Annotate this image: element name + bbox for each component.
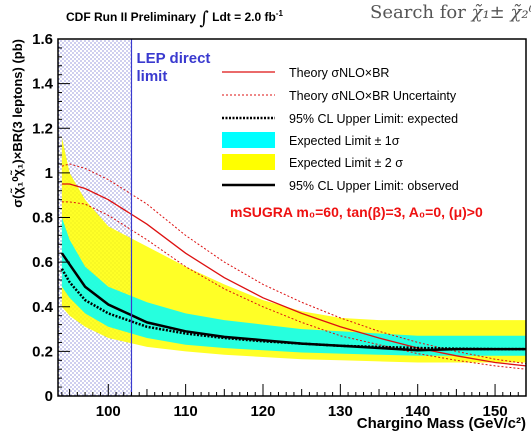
y-tick-label: 0.8	[32, 210, 53, 227]
x-tick-label: 120	[250, 403, 275, 420]
y-tick-label: 0	[45, 388, 53, 405]
experiment-header: CDF Run II Preliminary ∫ Ldt = 2.0 fb-1	[66, 8, 283, 29]
legend-label: Expected Limit ± 2 σ	[289, 156, 403, 170]
legend-observed: 95% CL Upper Limit: observed	[222, 179, 459, 193]
y-tick-label: 1.4	[32, 76, 54, 93]
legend-label: 95% CL Upper Limit: observed	[289, 179, 459, 193]
y-tick-label: 0.4	[32, 299, 54, 316]
y-tick-label: 1.6	[32, 31, 53, 48]
expected-2sigma-band	[61, 137, 526, 363]
y-tick-label: 1.2	[32, 120, 53, 137]
legend-1sigma: Expected Limit ± 1σ	[222, 132, 400, 148]
search-label: Search for	[370, 2, 466, 23]
x-tick-label: 140	[405, 403, 430, 420]
legend-label: 95% CL Upper Limit: expected	[289, 112, 458, 126]
observed-limit-line	[60, 252, 526, 352]
legend-theory-uncertainty: Theory σNLO×BR Uncertainty	[222, 89, 457, 103]
lep-label-line2: limit	[136, 68, 167, 85]
y-tick-label: 0.2	[32, 343, 53, 360]
legend-label: Theory σNLO×BR	[289, 66, 389, 80]
search-title: Search for χ̃₁± χ̃₂⁰	[370, 2, 531, 23]
x-tick-label: 110	[174, 403, 198, 420]
legend-label: Theory σNLO×BR Uncertainty	[289, 89, 457, 103]
x-tick-label: 100	[96, 403, 121, 420]
expected-1sigma-band	[61, 217, 526, 356]
search-symbol: χ̃₁± χ̃₂⁰	[471, 2, 531, 23]
msugra-annotation: mSUGRA m₀=60, tan(β)=3, A₀=0, (μ)>0	[230, 204, 483, 220]
legend-expected: 95% CL Upper Limit: expected	[222, 112, 458, 126]
legend-label: Expected Limit ± 1σ	[289, 134, 400, 148]
theory-uncertainty-lower-line	[61, 201, 526, 370]
x-tick-label: 130	[328, 403, 353, 420]
y-axis-label: σ(χ̃₁⁰χ̃₁)×BR(3 leptons) (pb)	[10, 39, 25, 208]
y-tick-label: 1	[45, 165, 53, 182]
theory-xsec-line	[61, 183, 526, 367]
integral-sign: ∫	[199, 8, 209, 29]
legend-marker	[222, 154, 275, 170]
y-tick-label: 0.6	[32, 254, 53, 271]
x-tick-label: 150	[483, 403, 508, 420]
legend-theory: Theory σNLO×BR	[222, 66, 389, 80]
luminosity-label: Ldt = 2.0 fb	[212, 10, 276, 24]
experiment-label: CDF Run II Preliminary	[66, 10, 197, 24]
lep-label-line1: LEP direct	[136, 50, 210, 67]
legend-marker	[222, 132, 275, 148]
x-axis-label: Chargino Mass (GeV/c²)	[357, 415, 526, 432]
luminosity-unit-sup: -1	[275, 9, 283, 18]
legend-2sigma: Expected Limit ± 2 σ	[222, 154, 403, 170]
